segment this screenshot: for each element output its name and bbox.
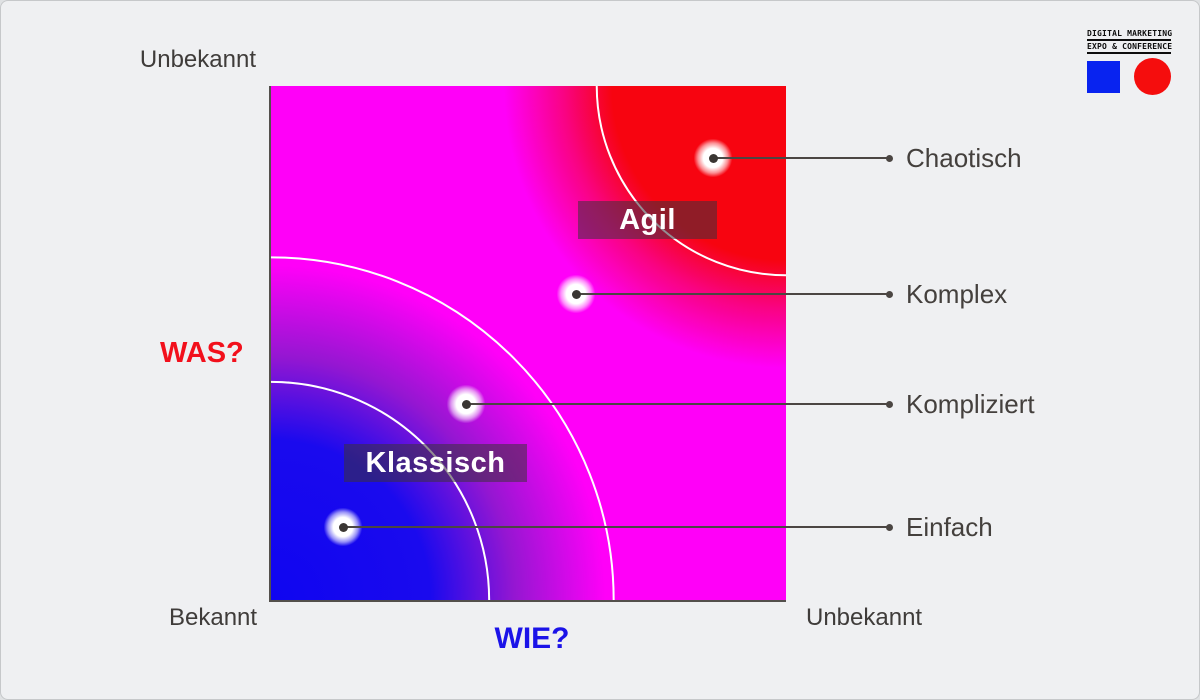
data-point-center-chaotisch	[708, 153, 718, 163]
inner-arc	[271, 380, 491, 600]
dmexco-logo: DIGITAL MARKETING EXPO & CONFERENCE	[1087, 28, 1172, 95]
y-axis-top-label: Unbekannt	[139, 46, 256, 73]
logo-red-circle-icon	[1134, 58, 1171, 95]
callout-end-dot-einfach	[886, 523, 893, 531]
logo-blue-square-icon	[1087, 60, 1120, 93]
callout-label-chaotisch: Chaotisch	[906, 143, 1022, 173]
x-axis-question: WIE?	[494, 622, 570, 655]
callout-line-chaotisch	[713, 157, 889, 159]
zone-boundary-arcs	[271, 86, 786, 600]
x-axis-right-label: Unbekannt	[806, 604, 923, 631]
logo-text-line2: EXPO & CONFERENCE	[1087, 41, 1172, 54]
callout-end-dot-komplex	[886, 290, 893, 298]
callout-end-dot-chaotisch	[886, 154, 893, 162]
outer-arc	[271, 256, 615, 600]
callout-line-komplex	[576, 293, 889, 295]
logo-text-line1: DIGITAL MARKETING	[1087, 28, 1172, 41]
y-axis-question: WAS?	[160, 337, 244, 369]
data-point-center-kompliziert	[461, 399, 471, 409]
data-point-center-komplex	[571, 289, 581, 299]
zone-label-klassisch: Klassisch	[344, 444, 527, 482]
callout-end-dot-kompliziert	[886, 400, 893, 408]
callout-line-kompliziert	[466, 403, 889, 405]
callout-label-kompliziert: Kompliziert	[906, 389, 1035, 419]
chaos-arc	[595, 86, 786, 277]
callout-label-komplex: Komplex	[906, 279, 1008, 309]
callout-label-einfach: Einfach	[906, 512, 993, 542]
zone-label-agil: Agil	[578, 201, 717, 239]
origin-label: Bekannt	[169, 604, 258, 631]
data-point-center-einfach	[338, 522, 348, 532]
callout-line-einfach	[343, 526, 889, 528]
